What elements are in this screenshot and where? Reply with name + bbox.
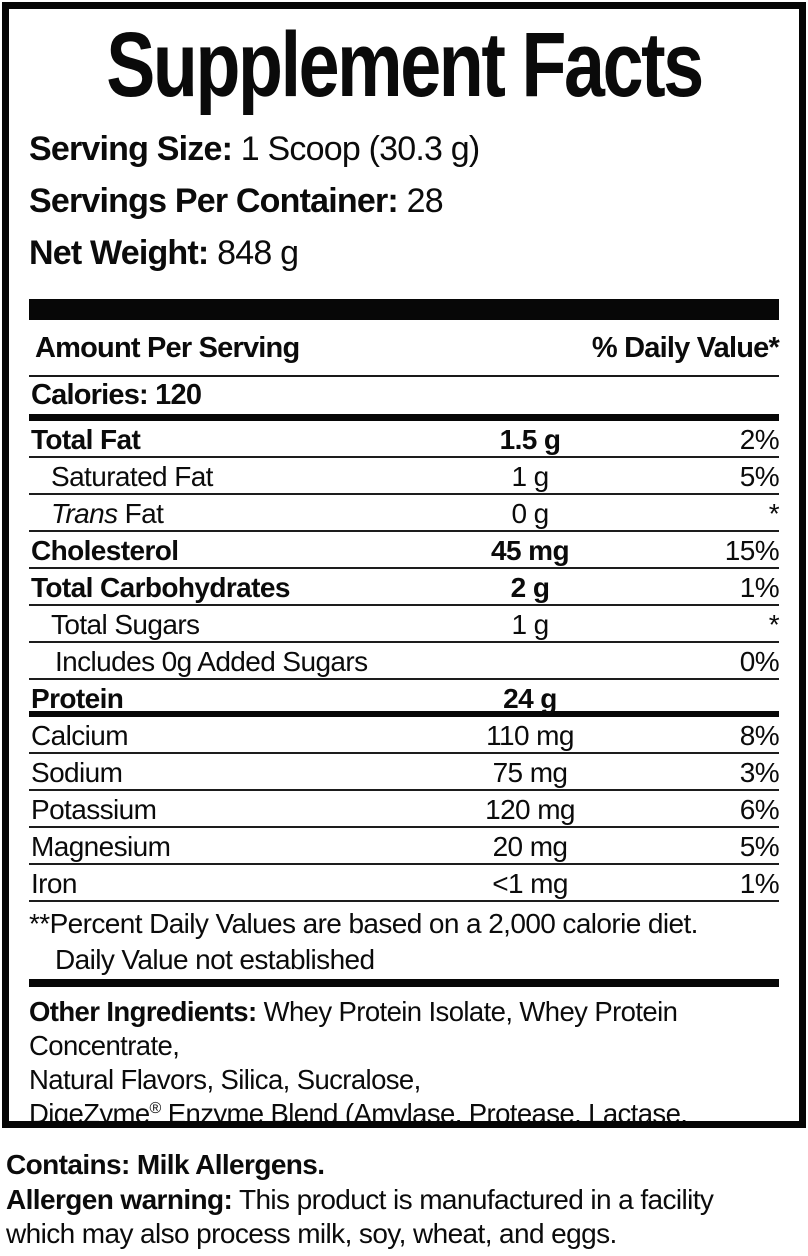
other-ingredients-line-3: Enzyme Blend (Amylase, Protease, Lactase… (167, 1098, 688, 1128)
thick-divider-top (29, 299, 779, 320)
nutrient-row-total-carbohydrates: Total Carbohydrates 2 g 1% (29, 569, 780, 606)
other-ingredients-line-2: Natural Flavors, Silica, Sucralose, (29, 1064, 421, 1095)
amount-per-serving-header: Amount Per Serving (35, 332, 300, 364)
other-ingredients-line-1: Whey Protein Isolate, Whey Protein Conce… (29, 996, 678, 1061)
serving-size-line: Serving Size: 1 Scoop (30.3 g) (29, 123, 779, 175)
servings-per-container-value: 28 (397, 182, 444, 220)
serving-info: Serving Size: 1 Scoop (30.3 g) Servings … (29, 123, 779, 279)
other-ingredients: Other Ingredients: Whey Protein Isolate,… (29, 987, 779, 1128)
nutrient-row-added-sugars: Includes 0g Added Sugars 0% (29, 643, 780, 680)
panel-title: Supplement Facts (106, 14, 704, 116)
other-ingredients-label: Other Ingredients: (29, 996, 257, 1027)
servings-per-container-line: Servings Per Container: 28 (29, 175, 779, 227)
nutrient-name: Iron (31, 868, 77, 899)
nutrient-name: Potassium (31, 794, 157, 825)
digezyme-brand: DigeZyme (29, 1098, 150, 1128)
allergen-block: Contains: Milk Allergens. Allergen warni… (6, 1148, 808, 1251)
nutrient-name: Trans Fat (29, 495, 435, 532)
net-weight-value: 848 g (208, 234, 299, 272)
daily-value-header: % Daily Value* (591, 332, 780, 364)
nutrient-name: Total Fat (31, 424, 141, 455)
nutrient-amount: 2 g (510, 572, 550, 603)
nutrient-dv: 8% (739, 720, 780, 751)
nutrient-amount: 1 g (511, 461, 549, 492)
nutrient-name: Total Sugars (51, 609, 200, 640)
daily-value-footnote: **Percent Daily Values are based on a 2,… (29, 902, 779, 978)
nutrient-row-total-sugars: Total Sugars 1 g * (29, 606, 780, 643)
nutrient-name: Total Carbohydrates (31, 572, 290, 603)
nutrient-dv (625, 680, 779, 717)
nutrient-row-cholesterol: Cholesterol 45 mg 15% (29, 532, 780, 569)
contains-statement: Contains: Milk Allergens. (6, 1149, 325, 1180)
nutrient-amount: <1 mg (492, 868, 568, 899)
nutrient-amount (435, 643, 625, 680)
nutrient-row-potassium: Potassium 120 mg 6% (29, 791, 780, 828)
serving-size-label: Serving Size: (29, 130, 233, 168)
footnote-line-1: **Percent Daily Values are based on a 2,… (29, 908, 698, 939)
serving-size-value: 1 Scoop (30.3 g) (232, 130, 480, 168)
nutrient-row-iron: Iron <1 mg 1% (29, 865, 780, 902)
servings-per-container-label: Servings Per Container: (29, 182, 399, 220)
trans-italic: Trans (51, 498, 118, 529)
nutrient-name: Cholesterol (31, 535, 179, 566)
nutrient-amount: 0 g (511, 498, 549, 529)
nutrient-name: Magnesium (31, 831, 171, 862)
nutrient-amount: 75 mg (492, 757, 568, 788)
allergen-warning-line-1: This product is manufactured in a facili… (232, 1184, 714, 1215)
nutrient-row-magnesium: Magnesium 20 mg 5% (29, 828, 780, 865)
nutrient-row-trans-fat: Trans Fat 0 g * (29, 495, 780, 532)
net-weight-line: Net Weight: 848 g (29, 227, 779, 279)
footnote-line-2: Daily Value not established (55, 944, 375, 975)
net-weight-label: Net Weight: (29, 234, 209, 272)
nutrient-amount: 1 g (511, 609, 549, 640)
nutrient-name: Saturated Fat (51, 461, 213, 492)
nutrient-amount: 45 mg (491, 535, 570, 566)
nutrient-dv: 5% (739, 461, 780, 492)
nutrient-name: Sodium (31, 757, 123, 788)
nutrient-row-total-fat: Total Fat 1.5 g 2% (29, 421, 780, 458)
nutrient-dv: 5% (739, 831, 780, 862)
nutrient-dv: 6% (739, 794, 780, 825)
allergen-warning-line-2: which may also process milk, soy, wheat,… (6, 1218, 617, 1249)
nutrient-amount: 120 mg (485, 794, 575, 825)
nutrient-name: Includes 0g Added Sugars (55, 646, 368, 677)
table-header-row: Amount Per Serving % Daily Value* (29, 320, 780, 377)
nutrient-amount: 20 mg (492, 831, 568, 862)
trans-rest: Fat (117, 498, 164, 529)
allergen-warning-label: Allergen warning: (6, 1184, 233, 1215)
nutrient-dv: 1% (739, 868, 780, 899)
nutrient-dv: * (768, 609, 780, 640)
nutrient-name: Protein (31, 683, 124, 714)
nutrient-dv: 3% (739, 757, 780, 788)
supplement-facts-panel: Supplement Facts Serving Size: 1 Scoop (… (2, 2, 806, 1128)
nutrient-dv: 0% (739, 646, 780, 677)
nutrient-dv: 15% (724, 535, 780, 566)
nutrient-row-protein: Protein 24 g (29, 680, 779, 717)
calories-row: Calories: 120 (29, 377, 779, 421)
nutrient-name: Calcium (31, 720, 129, 751)
allergen-warning: Allergen warning: This product is manufa… (6, 1183, 808, 1251)
registered-trademark-symbol: ® (149, 1099, 162, 1117)
nutrient-row-sodium: Sodium 75 mg 3% (29, 754, 780, 791)
nutrient-dv: 2% (739, 424, 780, 455)
nutrient-row-calcium: Calcium 110 mg 8% (29, 717, 780, 754)
nutrient-dv: 1% (739, 572, 780, 603)
nutrient-amount: 110 mg (486, 720, 574, 751)
thick-divider-bottom (29, 979, 779, 987)
nutrient-amount: 24 g (503, 683, 557, 714)
nutrient-amount: 1.5 g (499, 424, 561, 455)
nutrient-row-saturated-fat: Saturated Fat 1 g 5% (29, 458, 780, 495)
nutrient-dv: * (768, 498, 780, 529)
